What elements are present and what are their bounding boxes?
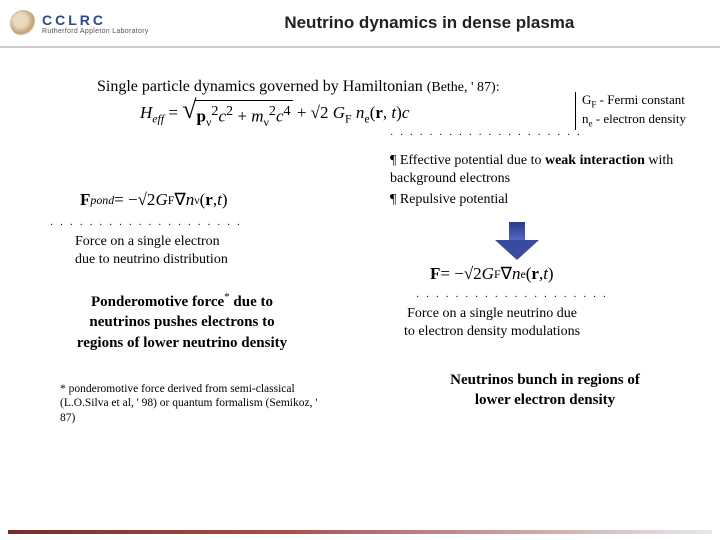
heff-sqrt: √ pν2c2 + mν2c4	[182, 100, 292, 130]
heff-eq: =	[164, 103, 182, 122]
heff-rad-inner: pν2c2 + mν2c4	[195, 100, 293, 130]
legend: GF - Fermi constant ne - electron densit…	[575, 92, 686, 130]
slide-title: Neutrino dynamics in dense plasma	[149, 13, 710, 33]
fpond-cap-l2: due to neutrino distribution	[75, 251, 228, 269]
footnote: * ponderomotive force derived from semi-…	[60, 382, 320, 425]
pondero-bold: Ponderomotive force	[91, 294, 224, 310]
effpot-line-1: ¶ Effective potential due to weak intera…	[390, 152, 690, 187]
heff-tail: + √2 GF ne(r, t)c	[293, 103, 410, 122]
content-area: Single particle dynamics governed by Ham…	[0, 48, 720, 96]
dots-fpond: · · · · · · · · · · · · · · · · · · · ·	[50, 220, 242, 231]
arrow-shape	[495, 222, 539, 262]
footer-bar	[8, 530, 712, 534]
force-cap-l1: Force on a single neutrino due	[404, 305, 580, 323]
effpot-line-2: ¶ Repulsive potential	[390, 191, 690, 209]
force-cap-l2: to electron density modulations	[404, 323, 580, 341]
effective-potential-block: ¶ Effective potential due to weak intera…	[390, 152, 690, 213]
legend-line-1: GF - Fermi constant	[582, 92, 686, 111]
logo-block: CCLRC Rutherford Appleton Laboratory	[10, 10, 149, 36]
lead-citation: (Bethe, ' 87):	[427, 80, 500, 95]
legend-line-2: ne - electron density	[582, 111, 686, 130]
logo-swirl-icon	[10, 10, 36, 36]
pondero-post: due to	[230, 294, 273, 310]
logo-main: CCLRC	[42, 12, 149, 28]
down-arrow-icon	[495, 222, 539, 262]
pondero-line-3: regions of lower neutrino density	[42, 333, 322, 353]
lead-text: Single particle dynamics governed by Ham…	[97, 78, 427, 95]
pondero-line-2: neutrinos pushes electrons to	[42, 312, 322, 332]
logo-sub: Rutherford Appleton Laboratory	[42, 28, 149, 35]
force-caption: Force on a single neutrino due to electr…	[404, 305, 580, 340]
dots-force: · · · · · · · · · · · · · · · · · · · ·	[416, 292, 608, 303]
dots-heff: · · · · · · · · · · · · · · · · · · · ·	[390, 130, 582, 141]
fpond-cap-l1: Force on a single electron	[75, 233, 228, 251]
header-bar: CCLRC Rutherford Appleton Laboratory Neu…	[0, 0, 720, 48]
neutrino-bunch-text: Neutrinos bunch in regions of lower elec…	[400, 370, 690, 411]
bunch-l1: Neutrinos bunch in regions of	[400, 370, 690, 390]
eq-heff: Heff = √ pν2c2 + mν2c4 + √2 GF ne(r, t)c	[140, 100, 460, 130]
arrow-head	[495, 240, 539, 260]
eq-force: F = −√2 GF ∇ne(r, t)	[430, 264, 554, 284]
ponderomotive-text: Ponderomotive force* due to neutrinos pu…	[42, 290, 322, 353]
fpond-caption: Force on a single electron due to neutri…	[75, 233, 228, 268]
heff-lhs: H	[140, 103, 152, 122]
bunch-l2: lower electron density	[400, 390, 690, 410]
logo-text: CCLRC Rutherford Appleton Laboratory	[42, 12, 149, 35]
heff-lhs-sub: eff	[152, 111, 164, 125]
arrow-shaft	[509, 222, 525, 242]
pondero-line-1: Ponderomotive force* due to	[42, 290, 322, 312]
eq-fpond: Fpond = −√2 GF ∇nν(r, t)	[80, 190, 227, 210]
